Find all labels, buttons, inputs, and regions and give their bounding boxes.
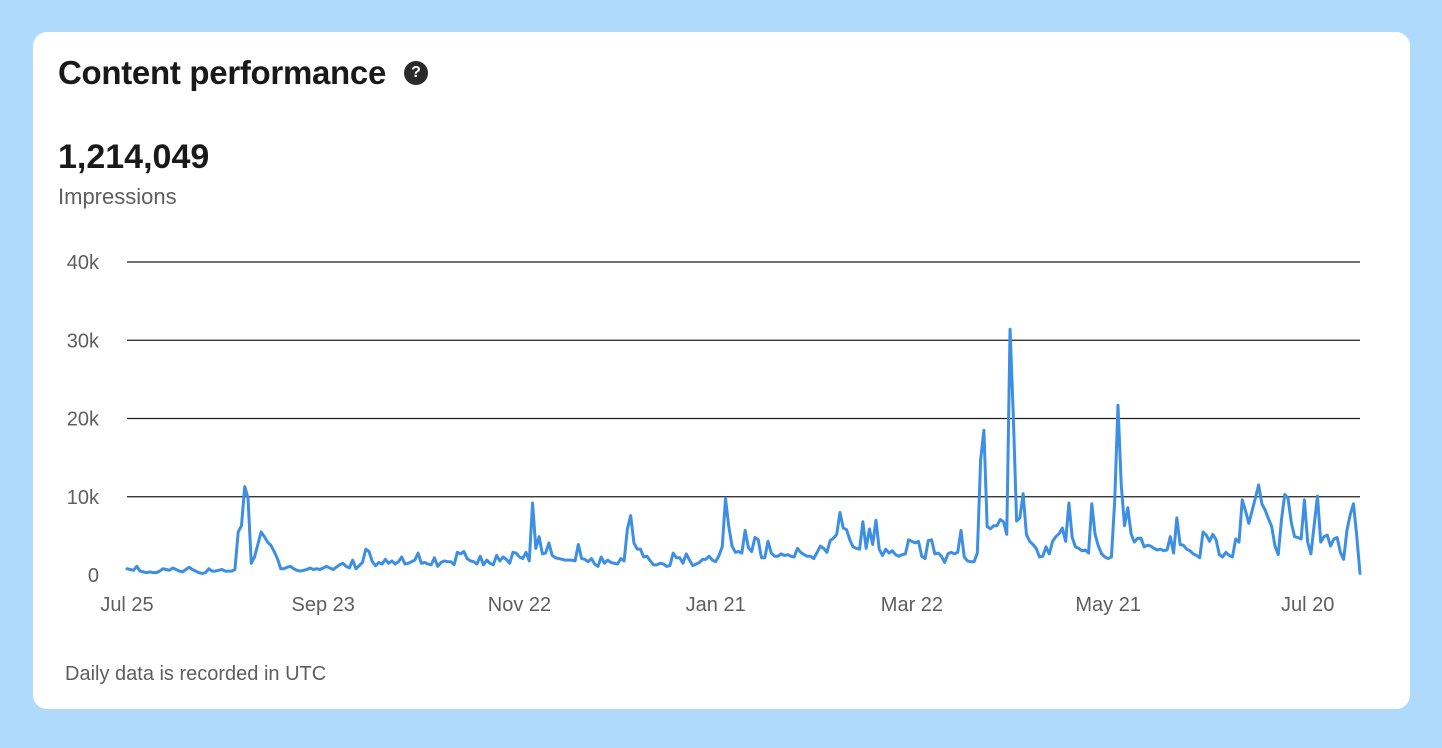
y-tick-label: 30k [67,330,100,352]
x-tick-label: Sep 23 [292,594,355,616]
impressions-series-line [125,327,1362,575]
card-header: Content performance ? [58,54,429,92]
x-tick-label: Jul 20 [1281,594,1334,616]
y-tick-label: 20k [67,409,100,431]
question-mark-circle-icon[interactable]: ? [404,61,429,85]
y-tick-label: 0 [88,565,99,587]
impressions-label: Impressions [58,184,177,209]
x-tick-label: Mar 22 [881,594,943,616]
y-tick-label: 40k [67,252,100,274]
card-title: Content performance [58,54,387,91]
y-tick-label: 10k [67,487,100,509]
impressions-total: 1,214,049 [58,138,210,176]
utc-footnote: Daily data is recorded in UTC [65,663,327,685]
x-tick-label: Jul 25 [100,594,153,616]
x-tick-label: Jan 21 [686,594,746,616]
x-tick-label: May 21 [1075,594,1141,616]
content-performance-card: Content performance ? 1,214,049 Impressi… [33,32,1410,709]
impressions-line-chart: 0 10k 20k 30k 40k Jul 25 Sep 23 Nov 22 Jan 21 Ma… [67,252,1362,616]
x-tick-label: Nov 22 [488,594,551,616]
